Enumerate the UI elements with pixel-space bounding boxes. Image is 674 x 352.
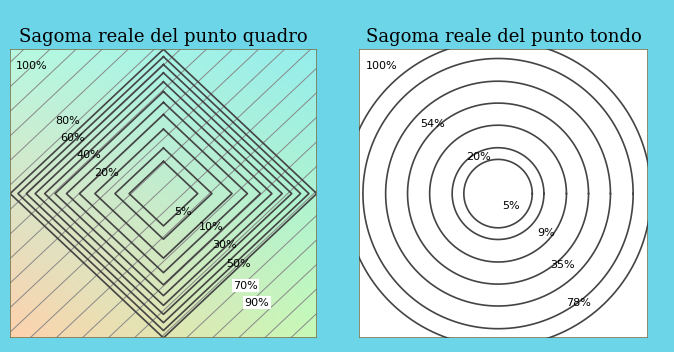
Title: Sagoma reale del punto tondo: Sagoma reale del punto tondo [366,28,642,46]
Title: Sagoma reale del punto quadro: Sagoma reale del punto quadro [19,28,308,46]
Text: 100%: 100% [16,61,48,71]
Text: 30%: 30% [212,240,237,250]
Text: 5%: 5% [174,207,192,216]
Text: 78%: 78% [566,298,590,308]
Text: 80%: 80% [55,116,80,126]
Text: 50%: 50% [226,258,251,269]
Text: 60%: 60% [61,133,86,143]
Text: 35%: 35% [550,260,575,270]
Text: 20%: 20% [466,152,491,162]
Text: 20%: 20% [94,168,119,178]
Text: 40%: 40% [76,150,101,160]
Text: 54%: 54% [420,119,445,128]
Text: 5%: 5% [502,201,520,211]
Text: 90%: 90% [245,297,270,308]
Text: 9%: 9% [537,228,555,238]
Text: 100%: 100% [366,61,398,71]
Text: 10%: 10% [199,222,223,232]
Text: 70%: 70% [233,281,258,291]
